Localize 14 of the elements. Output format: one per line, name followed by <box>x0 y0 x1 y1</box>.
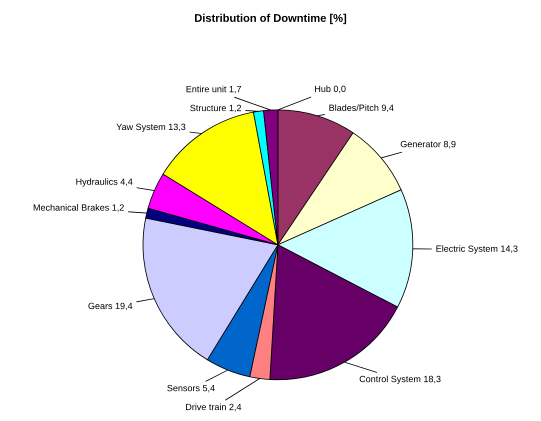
slice-label: Sensors 5,4 <box>167 384 215 392</box>
slice-label: Electric System 14,3 <box>436 245 518 254</box>
chart-title: Distribution of Downtime [%] <box>195 14 346 24</box>
slice-label: Entire unit 1,7 <box>186 86 242 94</box>
category-label: Hub 0,0 <box>315 85 346 94</box>
legend-label: Blades/Pitch 9,4 <box>329 104 394 112</box>
slice-label: Mechanical Brakes 1,2 <box>34 204 124 212</box>
slice-label: Structure 1,2 <box>190 104 242 112</box>
slice-label: Hydraulics 4,4 <box>76 178 133 187</box>
slice-label: Control System 18,3 <box>360 376 441 384</box>
slice-label: Generator 8,9 <box>400 140 456 148</box>
slice-label: Drive train 2,4 <box>186 404 242 412</box>
slice-label: Yaw System 13,3 <box>116 124 186 132</box>
slice-label: Gears 19,4 <box>88 302 132 310</box>
